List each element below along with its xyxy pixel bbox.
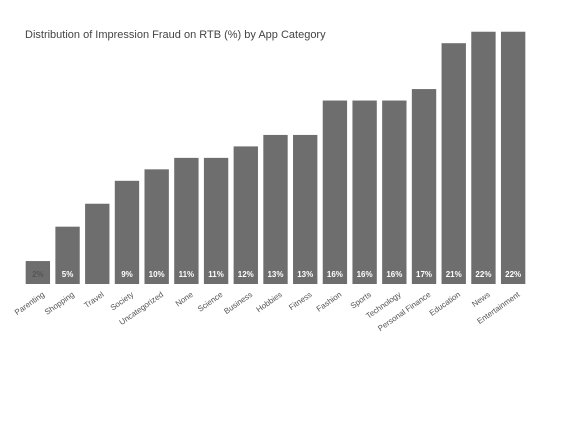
bar (263, 134, 288, 284)
value-label: 13% (297, 270, 313, 279)
x-tick-label: Fitness (287, 290, 313, 312)
x-tick-label: Fashion (315, 290, 343, 314)
value-label: 10% (149, 270, 165, 279)
bar (25, 261, 51, 284)
value-label: 9% (121, 270, 133, 279)
x-tick-label: Shopping (43, 290, 76, 317)
x-tick-label: Travel (82, 290, 105, 310)
value-label: 16% (357, 270, 373, 279)
x-tick-label: News (470, 290, 492, 309)
bar (55, 226, 80, 284)
value-label: 5% (62, 270, 74, 279)
bar (352, 100, 377, 285)
bar (174, 157, 199, 284)
bar (471, 31, 496, 284)
x-tick-label: None (174, 290, 195, 309)
x-tick-label: Education (428, 290, 462, 318)
bar (322, 100, 348, 285)
value-label: 22% (475, 270, 491, 279)
value-label: 13% (267, 270, 283, 279)
bar (411, 89, 437, 284)
value-label: 11% (208, 270, 224, 279)
bar (144, 169, 169, 284)
value-label: 22% (505, 270, 521, 279)
bar (293, 134, 318, 284)
value-label: 16% (386, 270, 402, 279)
value-label: 16% (327, 270, 343, 279)
value-label: 21% (446, 270, 462, 279)
x-tick-label: Science (196, 290, 225, 314)
bar (233, 146, 258, 284)
bar (85, 203, 110, 284)
value-label: 2% (32, 270, 44, 279)
x-tick-label: Hobbies (255, 290, 284, 314)
value-label: 17% (416, 270, 432, 279)
x-tick-label: Parenting (13, 290, 46, 317)
x-tick-label: Personal Finance (376, 290, 433, 333)
bar (441, 43, 466, 285)
value-label: 11% (179, 270, 195, 279)
bar (203, 157, 229, 284)
bar (114, 180, 140, 284)
chart-title: Distribution of Impression Fraud on RTB … (25, 29, 326, 41)
value-label: 12% (238, 270, 254, 279)
bar (382, 100, 407, 285)
x-tick-label: Sports (349, 290, 373, 311)
bar (500, 31, 526, 284)
x-tick-label: Business (222, 290, 254, 316)
